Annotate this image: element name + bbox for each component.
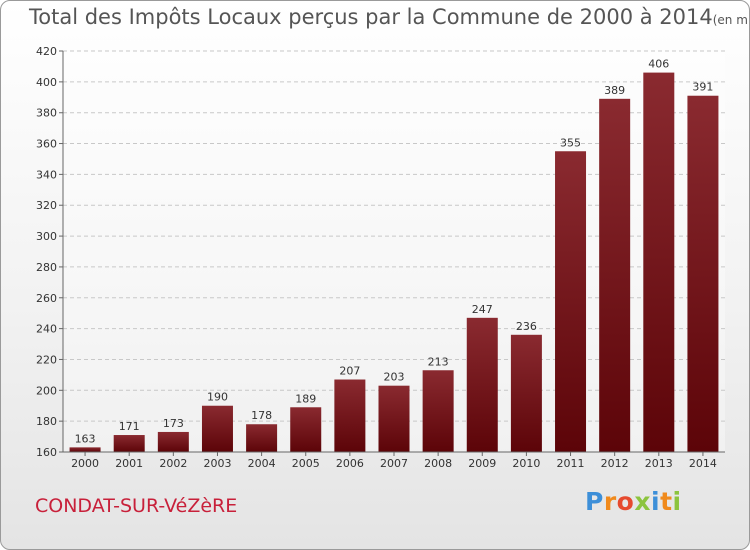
bar-2000	[69, 447, 101, 452]
logo-letter: t	[660, 487, 673, 516]
chart-title-main: Total des Impôts Locaux perçus par la Co…	[29, 5, 713, 29]
bar-2011	[555, 151, 587, 452]
bar-2005	[290, 407, 322, 452]
logo-letter: P	[585, 487, 604, 516]
y-tick-label: 180	[36, 415, 57, 428]
y-tick-label: 380	[36, 107, 57, 120]
value-label-2011: 355	[560, 136, 581, 149]
y-tick-label: 160	[36, 446, 57, 459]
value-label-2001: 171	[119, 420, 140, 433]
x-tick-label-2000: 2000	[71, 457, 99, 470]
y-tick-label: 400	[36, 76, 57, 89]
x-tick-label-2004: 2004	[248, 457, 276, 470]
y-tick-label: 220	[36, 353, 57, 366]
bar-2002	[157, 431, 189, 452]
y-tick-label: 240	[36, 323, 57, 336]
value-label-2013: 406	[648, 58, 669, 71]
bar-2013	[643, 72, 675, 452]
x-tick-label-2007: 2007	[380, 457, 408, 470]
logo-letter: x	[634, 487, 651, 516]
value-label-2005: 189	[295, 392, 316, 405]
x-tick-label-2005: 2005	[292, 457, 320, 470]
y-tick-label: 300	[36, 230, 57, 243]
value-label-2006: 207	[339, 365, 360, 378]
x-tick-label-2008: 2008	[424, 457, 452, 470]
bar-2009	[466, 317, 498, 452]
logo-letter: i	[672, 487, 682, 516]
commune-name: CONDAT-SUR-VéZèRE	[35, 495, 238, 517]
bar-2008	[422, 370, 454, 452]
proxiti-logo: Proxiti	[585, 487, 682, 516]
value-label-2009: 247	[472, 303, 493, 316]
y-tick-label: 260	[36, 292, 57, 305]
x-tick-label-2011: 2011	[557, 457, 585, 470]
value-label-2014: 391	[692, 81, 713, 94]
x-tick-label-2013: 2013	[645, 457, 673, 470]
x-tick-label-2010: 2010	[512, 457, 540, 470]
y-tick-label: 420	[36, 45, 57, 58]
y-tick-label: 340	[36, 168, 57, 181]
bar-2001	[113, 435, 145, 452]
value-label-2007: 203	[384, 371, 405, 384]
value-label-2012: 389	[604, 84, 625, 97]
logo-letter: o	[616, 487, 635, 516]
x-tick-label-2012: 2012	[601, 457, 629, 470]
y-tick-label: 360	[36, 138, 57, 151]
value-label-2008: 213	[428, 355, 449, 368]
y-tick-label: 280	[36, 261, 57, 274]
value-label-2003: 190	[207, 391, 228, 404]
x-tick-label-2006: 2006	[336, 457, 364, 470]
y-tick-label: 200	[36, 384, 57, 397]
bar-2007	[378, 385, 410, 452]
x-tick-label-2001: 2001	[115, 457, 143, 470]
x-tick-label-2009: 2009	[468, 457, 496, 470]
logo-letter: i	[651, 487, 661, 516]
value-label-2004: 178	[251, 409, 272, 422]
value-label-2010: 236	[516, 320, 537, 333]
x-tick-label-2014: 2014	[689, 457, 717, 470]
value-label-2000: 163	[75, 432, 96, 445]
bar-2014	[687, 95, 719, 452]
bar-2004	[246, 424, 278, 452]
chart-title: Total des Impôts Locaux perçus par la Co…	[29, 5, 750, 29]
bar-2012	[599, 98, 631, 453]
bar-2006	[334, 379, 366, 452]
x-tick-label-2002: 2002	[159, 457, 187, 470]
bar-2003	[201, 405, 233, 452]
chart-title-unit: (en milliers d'€)	[712, 13, 750, 27]
x-tick-label-2003: 2003	[203, 457, 231, 470]
y-tick-label: 320	[36, 199, 57, 212]
bar-2010	[510, 334, 542, 452]
value-label-2002: 173	[163, 417, 184, 430]
logo-letter: r	[603, 487, 617, 516]
